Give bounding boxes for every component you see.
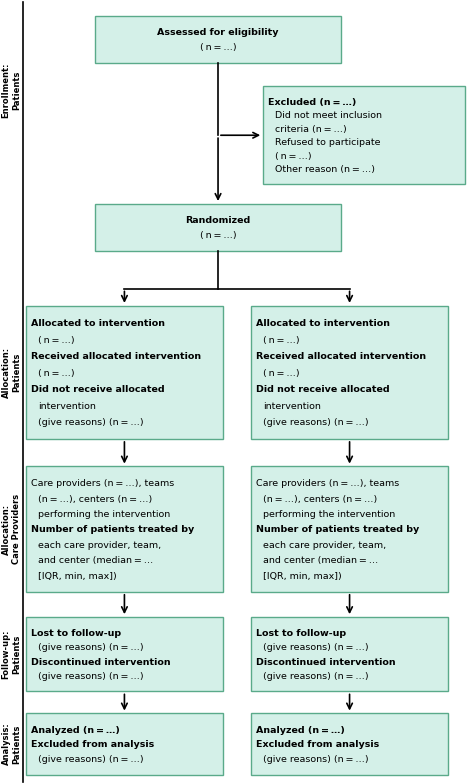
Text: ( n = …): ( n = …)	[38, 336, 74, 344]
Text: Did not receive allocated: Did not receive allocated	[256, 385, 390, 394]
Text: and center (median = …: and center (median = …	[38, 557, 153, 565]
Text: Excluded (n = …): Excluded (n = …)	[268, 98, 356, 107]
Text: ( n = …): ( n = …)	[200, 231, 237, 240]
Text: Allocated to intervention: Allocated to intervention	[31, 319, 165, 328]
Text: Allocated to intervention: Allocated to intervention	[256, 319, 390, 328]
Text: ( n = …): ( n = …)	[200, 43, 237, 52]
Text: (n = …), centers (n = …): (n = …), centers (n = …)	[263, 495, 377, 503]
Text: each care provider, team,: each care provider, team,	[263, 541, 386, 550]
Text: intervention: intervention	[263, 402, 321, 411]
Text: (give reasons) (n = …): (give reasons) (n = …)	[263, 419, 369, 427]
FancyBboxPatch shape	[26, 617, 223, 691]
FancyBboxPatch shape	[251, 713, 448, 775]
Text: and center (median = …: and center (median = …	[263, 557, 378, 565]
Text: Refused to participate: Refused to participate	[275, 138, 381, 147]
Text: criteria (n = …): criteria (n = …)	[275, 125, 346, 134]
Text: (give reasons) (n = …): (give reasons) (n = …)	[38, 419, 144, 427]
FancyBboxPatch shape	[26, 466, 223, 592]
Text: Did not receive allocated: Did not receive allocated	[31, 385, 164, 394]
Text: [IQR, min, max]): [IQR, min, max])	[38, 572, 117, 581]
Text: Lost to follow-up: Lost to follow-up	[31, 629, 121, 638]
Text: intervention: intervention	[38, 402, 96, 411]
Text: each care provider, team,: each care provider, team,	[38, 541, 161, 550]
Text: Enrollment:
Patients: Enrollment: Patients	[2, 63, 21, 118]
Text: Excluded from analysis: Excluded from analysis	[31, 740, 154, 750]
Text: Discontinued intervention: Discontinued intervention	[256, 658, 396, 666]
Text: Allocation:
Patients: Allocation: Patients	[2, 347, 21, 398]
Text: (give reasons) (n = …): (give reasons) (n = …)	[263, 755, 369, 764]
FancyBboxPatch shape	[251, 306, 448, 439]
Text: (give reasons) (n = …): (give reasons) (n = …)	[38, 755, 144, 764]
Text: Assessed for eligibility: Assessed for eligibility	[157, 28, 279, 37]
Text: Other reason (n = …): Other reason (n = …)	[275, 165, 375, 174]
Text: ( n = …): ( n = …)	[263, 368, 300, 378]
Text: Number of patients treated by: Number of patients treated by	[31, 525, 194, 535]
FancyBboxPatch shape	[95, 204, 341, 251]
Text: Received allocated intervention: Received allocated intervention	[256, 352, 426, 361]
Text: performing the intervention: performing the intervention	[263, 510, 395, 519]
Text: Randomized: Randomized	[185, 216, 251, 225]
Text: Lost to follow-up: Lost to follow-up	[256, 629, 346, 638]
Text: Analyzed (n = …): Analyzed (n = …)	[31, 726, 119, 735]
FancyBboxPatch shape	[251, 466, 448, 592]
Text: performing the intervention: performing the intervention	[38, 510, 170, 519]
Text: Did not meet inclusion: Did not meet inclusion	[275, 111, 382, 120]
Text: (give reasons) (n = …): (give reasons) (n = …)	[263, 644, 369, 652]
Text: ( n = …): ( n = …)	[275, 152, 311, 161]
Text: (give reasons) (n = …): (give reasons) (n = …)	[38, 672, 144, 681]
FancyBboxPatch shape	[95, 16, 341, 63]
Text: Number of patients treated by: Number of patients treated by	[256, 525, 419, 535]
Text: (give reasons) (n = …): (give reasons) (n = …)	[263, 672, 369, 681]
Text: Care providers (n = …), teams: Care providers (n = …), teams	[31, 479, 174, 488]
Text: Allocation:
Care Providers: Allocation: Care Providers	[2, 494, 21, 564]
FancyBboxPatch shape	[26, 713, 223, 775]
FancyBboxPatch shape	[251, 617, 448, 691]
Text: (n = …), centers (n = …): (n = …), centers (n = …)	[38, 495, 152, 503]
Text: ( n = …): ( n = …)	[38, 368, 74, 378]
Text: Discontinued intervention: Discontinued intervention	[31, 658, 171, 666]
FancyBboxPatch shape	[26, 306, 223, 439]
Text: Excluded from analysis: Excluded from analysis	[256, 740, 379, 750]
Text: Follow-up:
Patients: Follow-up: Patients	[2, 630, 21, 680]
Text: ( n = …): ( n = …)	[263, 336, 300, 344]
Text: Analyzed (n = …): Analyzed (n = …)	[256, 726, 345, 735]
Text: Analysis:
Patients: Analysis: Patients	[2, 723, 21, 765]
FancyBboxPatch shape	[263, 86, 465, 184]
Text: (give reasons) (n = …): (give reasons) (n = …)	[38, 644, 144, 652]
Text: Care providers (n = …), teams: Care providers (n = …), teams	[256, 479, 399, 488]
Text: Received allocated intervention: Received allocated intervention	[31, 352, 201, 361]
Text: [IQR, min, max]): [IQR, min, max])	[263, 572, 342, 581]
